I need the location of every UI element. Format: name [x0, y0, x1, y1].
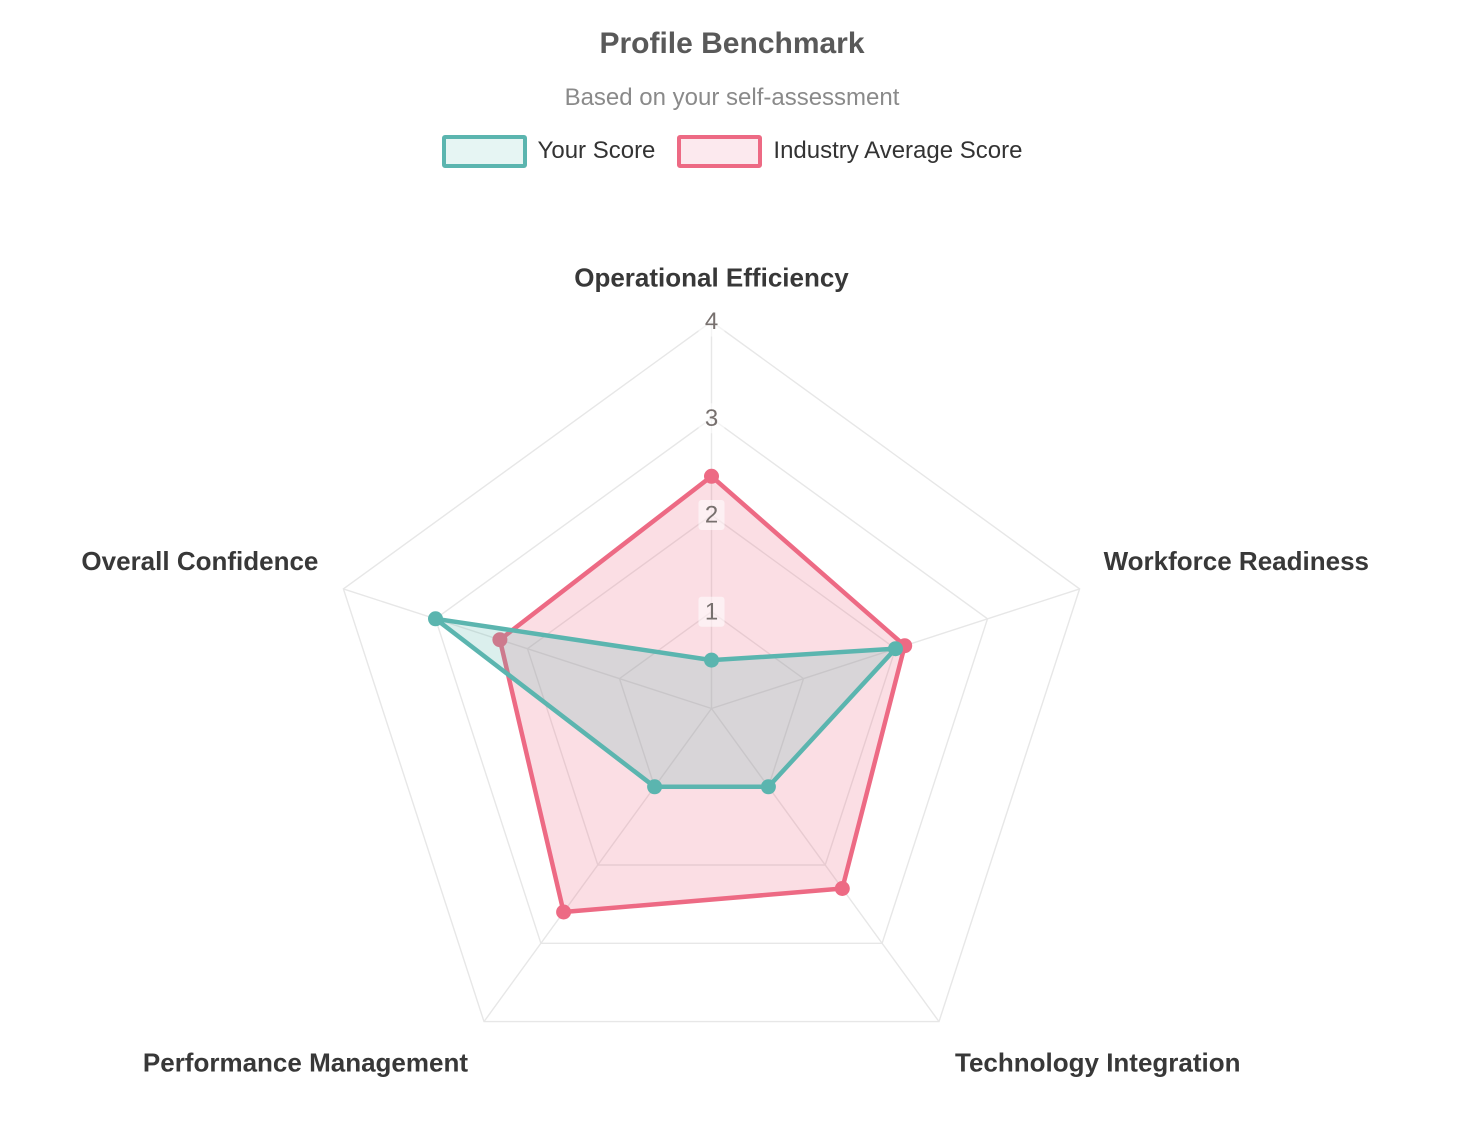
tick-label: 2: [705, 502, 718, 529]
axis-label-workforce-readiness: Workforce Readiness: [1104, 546, 1369, 576]
series-fill-industry-average-score: [499, 476, 905, 912]
tick-label: 3: [705, 405, 718, 432]
legend: Your Score Industry Average Score: [441, 134, 1022, 168]
legend-item-industry-average[interactable]: Industry Average Score: [677, 134, 1022, 168]
axis-label-technology-integration: Technology Integration: [955, 1048, 1241, 1078]
data-point-your-score[interactable]: [760, 779, 776, 795]
data-point-your-score[interactable]: [704, 652, 719, 668]
chart-title: Profile Benchmark: [599, 27, 865, 60]
series-line-industry-average-score: [497, 474, 907, 915]
tick-label: 4: [705, 308, 718, 335]
tick-label-bg: [698, 500, 725, 530]
legend-label-your-score: Your Score: [537, 137, 656, 164]
grid-ring: [526, 514, 897, 866]
axis-label-overall-confidence: Overall Confidence: [81, 546, 318, 576]
axis-label-operational-efficiency: Operational Efficiency: [574, 263, 849, 293]
data-point-your-score[interactable]: [647, 779, 663, 795]
grid-spoke: [343, 588, 712, 710]
tick-label-bg: [698, 306, 725, 337]
grid-ring: [434, 417, 989, 944]
tick-label-bg: [698, 403, 725, 434]
grid-ring: [342, 320, 1081, 1023]
legend-label-industry-average: Industry Average Score: [773, 137, 1023, 164]
axis-label-performance-management: Performance Management: [143, 1048, 468, 1078]
chart-header: Profile Benchmark Based on your self-ass…: [0, 0, 1464, 168]
data-point-industry-average-score[interactable]: [556, 904, 572, 920]
data-point-your-score[interactable]: [428, 611, 443, 627]
data-point-industry-average-score[interactable]: [492, 632, 508, 648]
grid-spoke: [483, 708, 713, 1023]
chart-subtitle: Based on your self-assessment: [564, 84, 900, 111]
data-point-industry-average-score[interactable]: [834, 881, 850, 896]
legend-swatch-industry-average: [677, 134, 763, 168]
legend-swatch-your-score: [441, 134, 527, 168]
data-point-industry-average-score[interactable]: [704, 468, 719, 484]
series-line-your-score: [433, 616, 898, 790]
series-fill-your-score: [435, 618, 896, 787]
data-point-your-score[interactable]: [888, 641, 903, 657]
tick-label: 1: [705, 598, 718, 625]
grid-spoke: [710, 708, 940, 1023]
legend-item-your-score[interactable]: Your Score: [441, 134, 656, 168]
tick-label-bg: [698, 596, 725, 627]
